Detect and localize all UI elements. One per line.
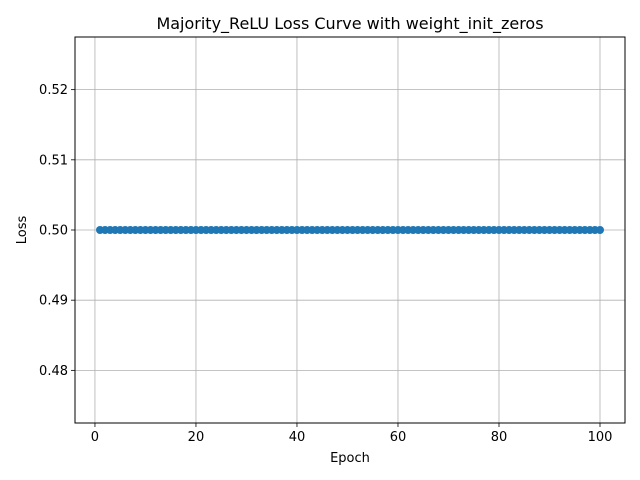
y-tick-label: 0.48 — [39, 364, 68, 379]
y-tick-label: 0.49 — [39, 294, 68, 309]
tick-layer: 0 20 40 60 80 100 0.48 0.49 0.50 0.51 0.52 — [39, 83, 612, 445]
y-axis-label: Loss — [15, 216, 30, 245]
series-layer — [96, 226, 604, 234]
chart-title: Majority_ReLU Loss Curve with weight_ini… — [156, 14, 543, 34]
x-tick-label: 60 — [390, 430, 407, 445]
y-tick-label: 0.50 — [39, 224, 68, 239]
x-tick-label: 80 — [491, 430, 508, 445]
x-tick-label: 20 — [188, 430, 205, 445]
x-axis-label: Epoch — [330, 451, 370, 466]
data-point — [596, 226, 604, 234]
y-tick-label: 0.52 — [39, 83, 68, 98]
y-tick-label: 0.51 — [39, 153, 68, 168]
x-tick-label: 40 — [289, 430, 306, 445]
x-tick-label: 100 — [588, 430, 613, 445]
x-tick-label: 0 — [91, 430, 99, 445]
